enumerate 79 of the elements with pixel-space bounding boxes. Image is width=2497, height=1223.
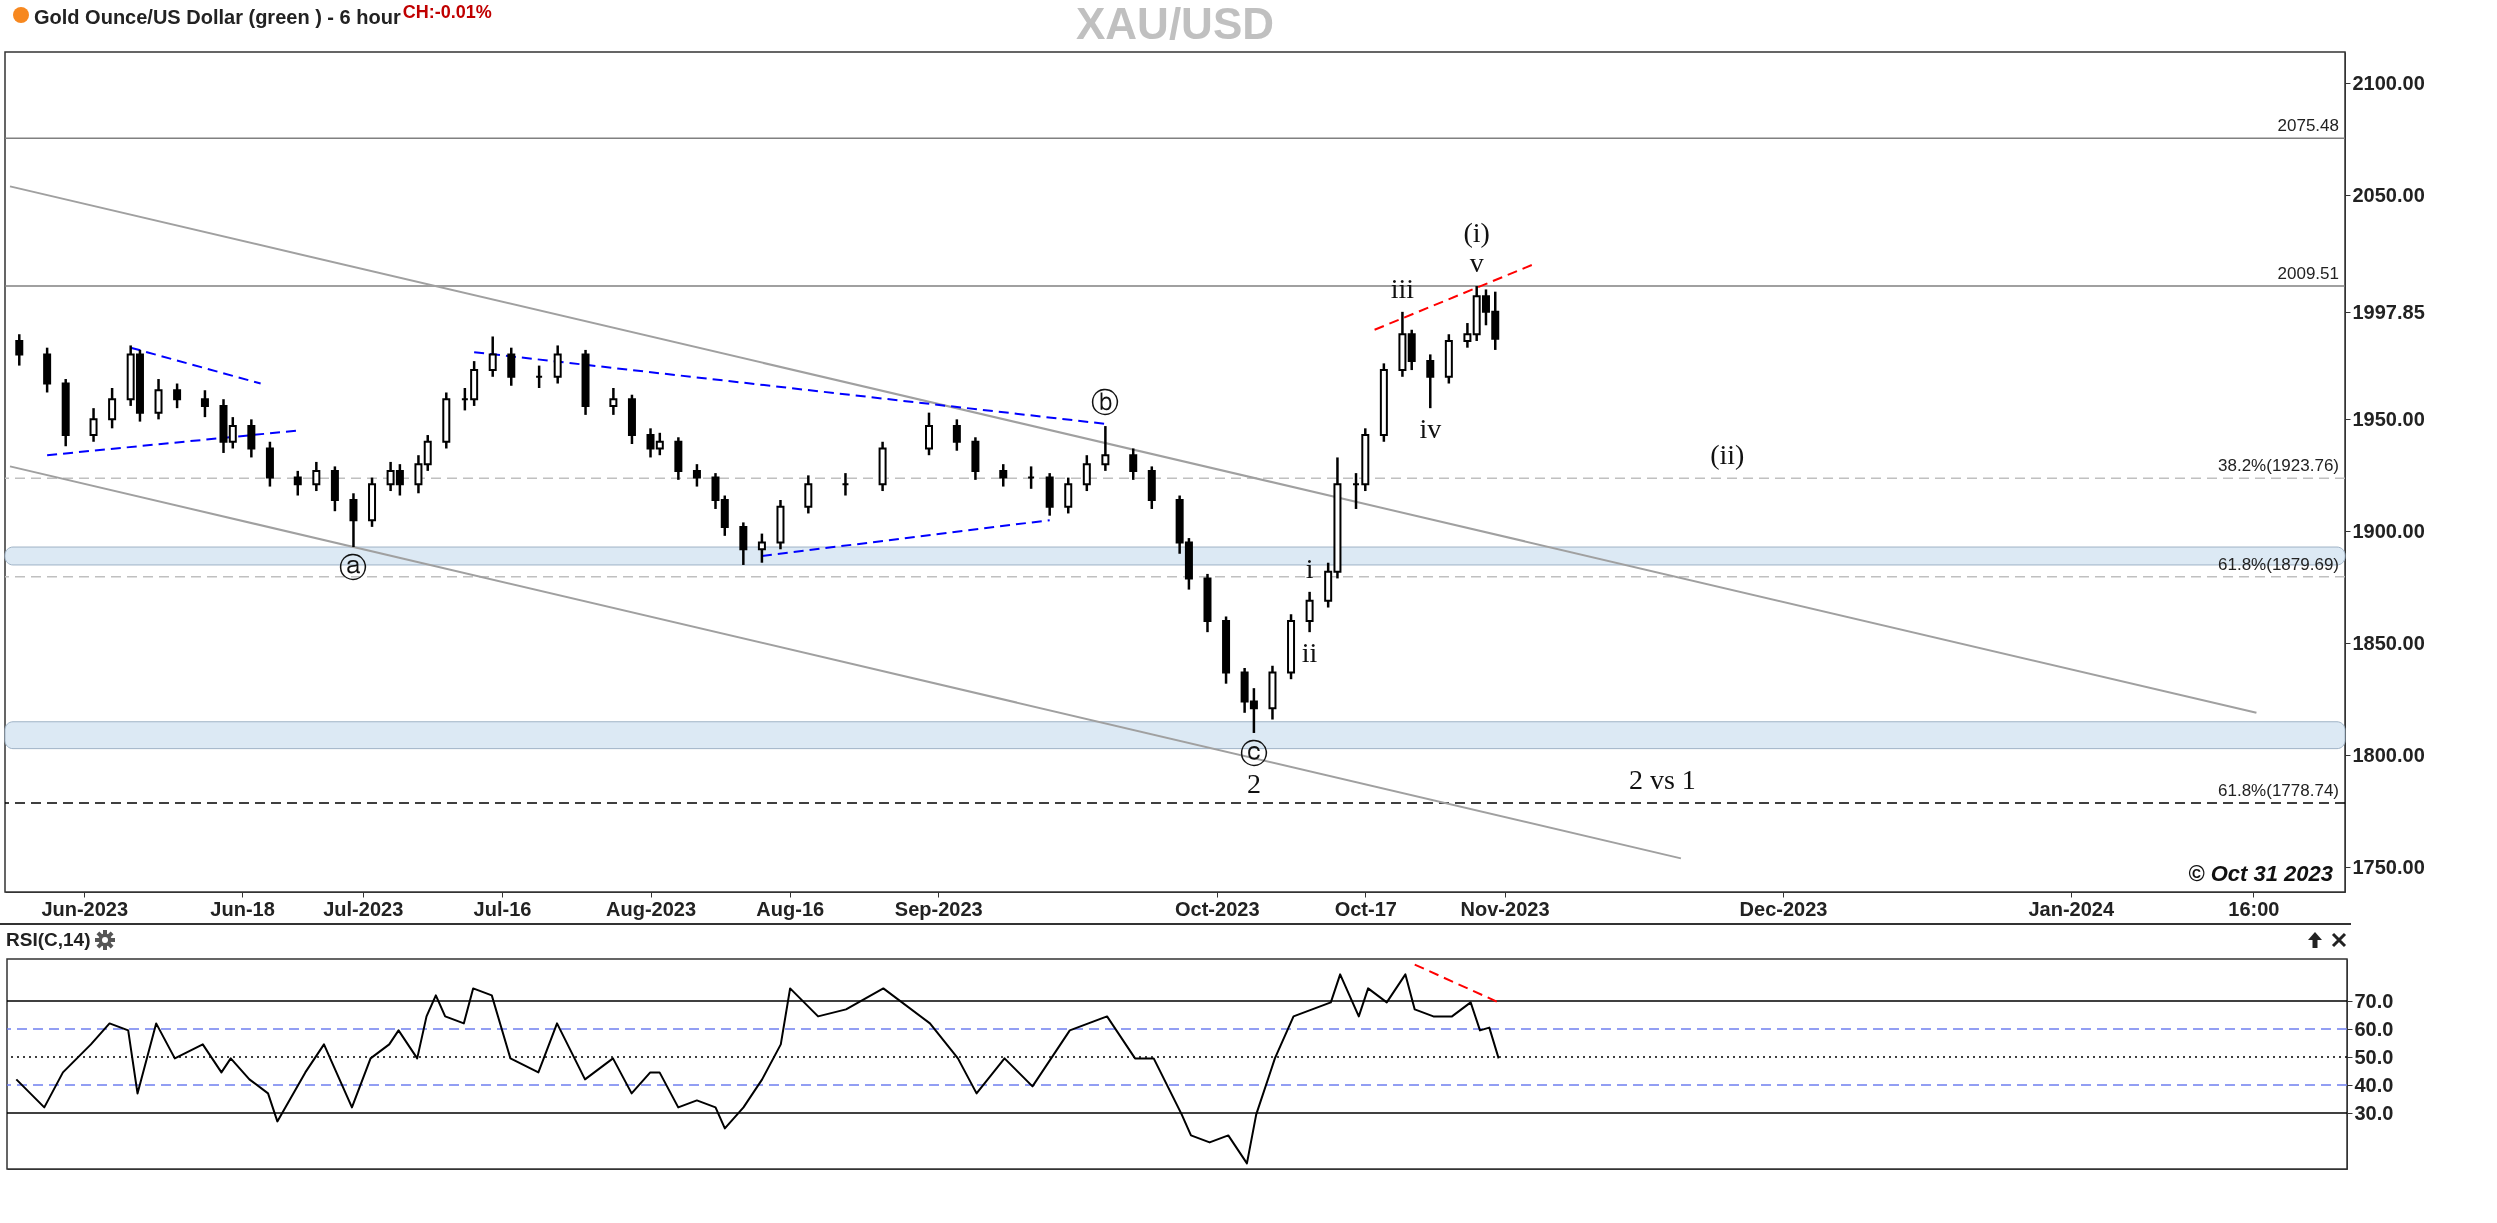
x-tick-label: 16:00 bbox=[2228, 897, 2280, 920]
candlestick bbox=[312, 460, 321, 493]
chart-title: RSI(C,14) bbox=[6, 929, 91, 951]
y-tick-label: 60.0 bbox=[2354, 1017, 2394, 1040]
candlestick bbox=[108, 386, 117, 430]
x-tick-label: Aug-2023 bbox=[606, 897, 697, 920]
annotation: 2 bbox=[1246, 767, 1261, 799]
x-tick-label: Dec-2023 bbox=[1739, 897, 1828, 920]
x-tick-label: Jun-2023 bbox=[41, 897, 129, 920]
candlestick bbox=[553, 344, 562, 385]
candlestick bbox=[423, 433, 432, 473]
annotation: (ii) bbox=[1710, 439, 1745, 471]
candlestick bbox=[1426, 353, 1435, 410]
x-tick-label: Oct-17 bbox=[1334, 897, 1397, 920]
candlestick bbox=[739, 521, 748, 567]
candlestick bbox=[507, 346, 516, 388]
annotation: v bbox=[1469, 247, 1484, 279]
x-tick-label: Nov-2023 bbox=[1460, 897, 1550, 920]
annotation: iv bbox=[1419, 413, 1442, 445]
candlestick bbox=[609, 386, 618, 417]
annotation: i bbox=[1305, 552, 1314, 584]
candlestick bbox=[952, 418, 961, 452]
candlestick bbox=[1129, 447, 1138, 482]
candlestick bbox=[247, 418, 256, 459]
annotation: (i) bbox=[1463, 217, 1490, 249]
candlestick bbox=[804, 474, 813, 515]
y-tick-label: 2050.00 bbox=[2352, 183, 2425, 206]
x-tick-label: Aug-16 bbox=[756, 897, 825, 920]
y-tick-label: 30.0 bbox=[2354, 1101, 2394, 1124]
annotation: ⓒ bbox=[1239, 737, 1268, 769]
ref-line-label: 2075.48 bbox=[2277, 116, 2339, 136]
candlestick bbox=[1463, 321, 1472, 349]
annotation: 2 vs 1 bbox=[1628, 763, 1696, 795]
ref-line-label: 61.8%(1778.74) bbox=[2218, 780, 2339, 800]
candlestick bbox=[200, 388, 209, 419]
y-tick-label: 1950.00 bbox=[2352, 407, 2425, 430]
candlestick bbox=[154, 377, 163, 421]
x-tick-label: Jan-2024 bbox=[2028, 897, 2115, 920]
y-tick-label: 1850.00 bbox=[2352, 631, 2425, 654]
x-tick-label: Oct-2023 bbox=[1175, 897, 1260, 920]
annotation: ⓐ bbox=[339, 552, 368, 584]
annotation: iii bbox=[1390, 272, 1415, 304]
candlestick bbox=[711, 471, 720, 511]
y-tick-label: 1750.00 bbox=[2352, 855, 2425, 878]
candlestick bbox=[488, 335, 497, 379]
candlestick bbox=[1064, 476, 1073, 515]
text: CH:-0.01% bbox=[402, 2, 492, 23]
y-tick-label: 40.0 bbox=[2354, 1073, 2394, 1096]
x-tick-label: Jul-16 bbox=[473, 897, 532, 920]
y-tick-label: 1900.00 bbox=[2352, 519, 2425, 542]
candlestick bbox=[1082, 453, 1091, 493]
candlestick bbox=[1101, 424, 1110, 473]
ref-line-label: 61.8%(1879.69) bbox=[2218, 554, 2339, 574]
candlestick bbox=[999, 462, 1008, 488]
chart-title: XAU/USD bbox=[1075, 0, 1275, 48]
y-tick-label: 70.0 bbox=[2354, 989, 2394, 1012]
y-tick-label: 1997.85 bbox=[2352, 300, 2425, 323]
candlestick bbox=[15, 332, 24, 367]
candlestick bbox=[173, 382, 182, 410]
ref-line-label: 38.2%(1923.76) bbox=[2218, 456, 2339, 476]
candlestick bbox=[757, 532, 766, 564]
candlestick bbox=[414, 453, 423, 495]
ref-line-label: 2009.51 bbox=[2277, 264, 2339, 284]
candlestick bbox=[349, 492, 358, 549]
x-tick-label: Jun-18 bbox=[210, 897, 275, 920]
candlestick bbox=[1305, 590, 1314, 634]
annotation: ⓑ bbox=[1091, 387, 1120, 419]
y-tick-label: 1800.00 bbox=[2352, 743, 2425, 766]
y-tick-label: 50.0 bbox=[2354, 1045, 2394, 1068]
x-tick-label: Sep-2023 bbox=[894, 897, 983, 920]
candlestick bbox=[293, 469, 302, 497]
annotation: © Oct 31 2023 bbox=[2188, 861, 2333, 886]
candlestick bbox=[692, 462, 701, 488]
y-tick-label: 2100.00 bbox=[2352, 71, 2425, 94]
candlestick bbox=[89, 406, 98, 444]
candlestick bbox=[925, 411, 933, 457]
chart-subtitle: Gold Ounce/US Dollar (green ) - 6 hour bbox=[34, 6, 401, 29]
x-tick-label: Jul-2023 bbox=[323, 897, 404, 920]
annotation: ii bbox=[1301, 637, 1318, 669]
